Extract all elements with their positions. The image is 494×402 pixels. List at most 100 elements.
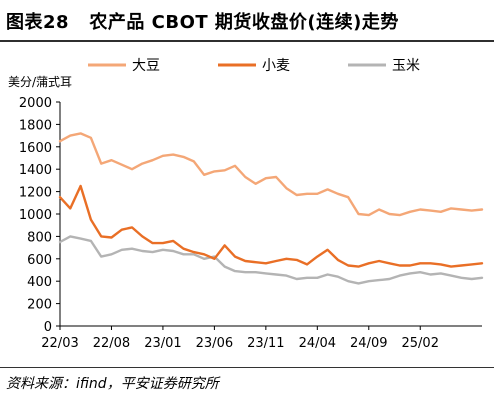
- data-point-3: [398, 274, 401, 277]
- data-point-2: [110, 236, 113, 239]
- data-point-2: [388, 262, 391, 265]
- x-tick-label: 23/06: [196, 336, 233, 351]
- data-point-3: [79, 237, 82, 240]
- data-point-2: [203, 253, 206, 256]
- data-point-1: [69, 134, 72, 137]
- series-line-1: [58, 132, 484, 217]
- data-point-1: [409, 210, 411, 213]
- data-point-3: [275, 273, 277, 276]
- data-point-1: [120, 163, 123, 166]
- data-point-2: [295, 259, 298, 261]
- data-point-3: [254, 271, 257, 274]
- data-point-3: [192, 253, 195, 256]
- data-point-2: [285, 257, 288, 260]
- data-point-3: [470, 278, 473, 280]
- data-point-3: [265, 272, 267, 275]
- data-point-2: [244, 260, 247, 262]
- data-point-1: [388, 213, 391, 215]
- data-point-2: [306, 263, 308, 266]
- y-tick-label: 1800: [19, 118, 52, 133]
- data-point-1: [306, 192, 308, 195]
- data-point-3: [337, 275, 339, 278]
- data-point-2: [151, 242, 154, 245]
- y-tick-label: 1600: [19, 141, 52, 156]
- data-point-1: [131, 168, 133, 171]
- legend-label-1: 大豆: [132, 58, 160, 74]
- data-point-3: [481, 276, 483, 279]
- data-point-2: [316, 255, 319, 258]
- line-chart: 美分/蒲式耳 大豆 小麦 玉米 0 200 400 600 800 1000 1200 1400 160…: [8, 58, 484, 351]
- data-point-2: [460, 264, 463, 267]
- data-point-1: [470, 209, 473, 212]
- data-point-3: [172, 250, 175, 252]
- data-point-2: [162, 242, 164, 245]
- data-point-3: [131, 247, 133, 250]
- data-point-3: [326, 273, 329, 276]
- data-point-1: [295, 194, 298, 196]
- data-point-3: [203, 257, 206, 260]
- data-point-1: [110, 159, 113, 162]
- data-point-1: [141, 162, 144, 165]
- data-point-2: [90, 218, 92, 221]
- data-point-1: [347, 196, 350, 199]
- data-point-1: [192, 160, 195, 163]
- data-point-2: [79, 185, 82, 187]
- data-point-3: [120, 248, 123, 251]
- y-tick-label: 2000: [19, 96, 52, 111]
- y-tick-label: 200: [27, 298, 52, 313]
- data-point-1: [182, 156, 185, 158]
- data-point-1: [398, 214, 401, 217]
- data-point-2: [120, 228, 123, 231]
- y-tick-label: 800: [27, 230, 52, 245]
- figure-header: 图表28 农产品 CBOT 期货收盘价(连续)走势: [0, 0, 494, 44]
- data-point-3: [182, 253, 185, 256]
- data-point-2: [398, 264, 401, 267]
- data-point-3: [409, 272, 411, 275]
- data-point-2: [450, 265, 452, 268]
- data-point-1: [481, 208, 483, 211]
- data-point-1: [429, 209, 432, 212]
- data-point-2: [337, 259, 339, 261]
- data-point-3: [367, 280, 370, 283]
- data-point-2: [419, 262, 422, 265]
- y-tick-label: 1000: [19, 208, 52, 223]
- data-point-2: [172, 240, 175, 242]
- x-tick-label: 25/02: [402, 336, 439, 351]
- data-point-1: [79, 132, 82, 135]
- x-tick-label: 23/11: [247, 336, 284, 351]
- legend-label-2: 小麦: [262, 58, 290, 74]
- x-tick-label: 22/03: [41, 336, 78, 351]
- data-point-1: [203, 173, 206, 176]
- data-point-3: [378, 279, 380, 281]
- data-point-3: [347, 280, 350, 283]
- chart-title: 农产品 CBOT 期货收盘价(连续)走势: [89, 12, 399, 33]
- data-point-1: [326, 188, 329, 191]
- x-tick-label: 23/01: [144, 336, 181, 351]
- y-tick-label: 0: [44, 320, 52, 335]
- data-point-1: [100, 162, 103, 165]
- data-point-3: [357, 282, 360, 285]
- data-point-1: [172, 153, 175, 156]
- data-point-2: [182, 247, 185, 250]
- data-point-3: [141, 250, 144, 252]
- data-point-1: [234, 164, 236, 167]
- data-point-1: [213, 170, 216, 173]
- figure-title: 图表28 农产品 CBOT 期货收盘价(连续)走势: [6, 8, 399, 34]
- data-point-2: [59, 196, 61, 199]
- footer-divider: [0, 367, 494, 368]
- data-point-2: [347, 264, 350, 267]
- data-point-1: [223, 169, 226, 172]
- data-point-1: [439, 210, 442, 213]
- data-point-2: [213, 257, 216, 260]
- data-point-3: [295, 278, 298, 280]
- y-tick-label: 600: [27, 253, 52, 268]
- data-point-2: [409, 264, 411, 267]
- data-point-1: [460, 208, 463, 211]
- title-divider: [0, 40, 494, 42]
- data-point-1: [59, 140, 61, 143]
- data-point-3: [419, 271, 422, 274]
- data-point-3: [429, 273, 432, 276]
- data-point-2: [439, 263, 442, 266]
- data-point-1: [285, 187, 288, 190]
- x-tick-label: 24/09: [350, 336, 387, 351]
